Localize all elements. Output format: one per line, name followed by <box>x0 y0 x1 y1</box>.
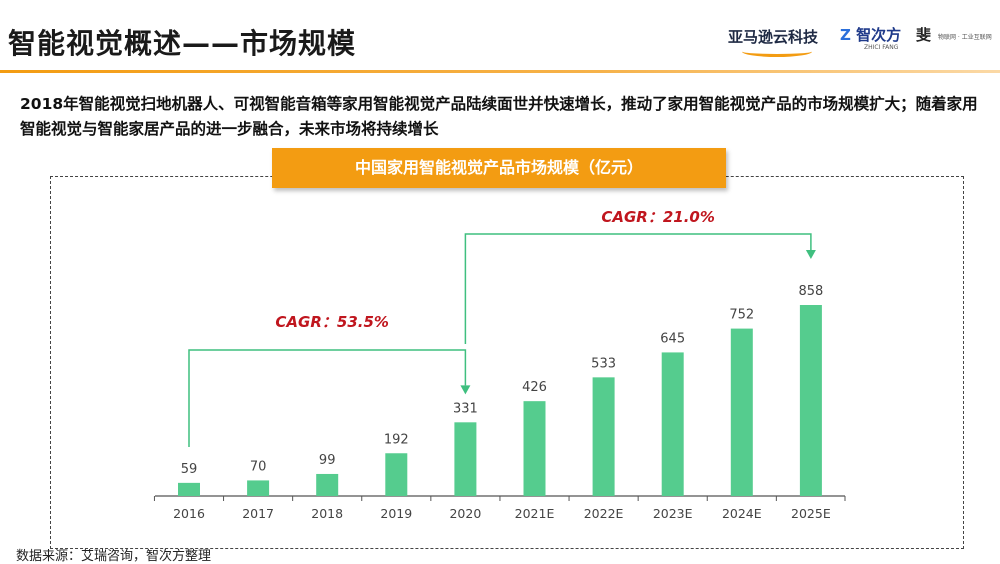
chart-title: 中国家用智能视觉产品市场规模（亿元） <box>272 148 726 188</box>
x-tick-label: 2020 <box>449 506 481 521</box>
cagr-arrow-2 <box>805 250 816 259</box>
x-tick-label: 2022E <box>584 506 624 521</box>
amazon-logo-text: 亚马逊云科技 <box>728 28 819 46</box>
data-label: 192 <box>384 432 409 447</box>
x-tick-label: 2025E <box>791 506 831 521</box>
data-label: 59 <box>181 462 198 477</box>
bar <box>247 480 270 496</box>
data-label: 533 <box>591 356 616 371</box>
x-tick-label: 2018 <box>311 506 343 521</box>
data-label: 331 <box>453 401 478 416</box>
x-tick-label: 2019 <box>380 506 412 521</box>
bar <box>178 482 200 496</box>
bar <box>454 422 477 496</box>
data-label: 70 <box>250 459 267 474</box>
bar <box>523 401 546 496</box>
partner-logo-subtext: 物联网 · 工业互联网 <box>938 34 992 41</box>
bar <box>385 453 408 496</box>
x-tick-label: 2023E <box>653 506 693 521</box>
cagr-label-1: CAGR：53.5% <box>275 313 389 331</box>
cagr-label-2: CAGR：21.0% <box>601 208 715 226</box>
x-tick-label: 2021E <box>515 506 555 521</box>
data-label: 645 <box>660 331 685 346</box>
page-title: 智能视觉概述——市场规模 <box>8 27 357 60</box>
x-tick-label: 2024E <box>722 506 762 521</box>
cagr-connector-2 <box>464 233 812 344</box>
x-tick-label: 2017 <box>242 506 274 521</box>
bar <box>316 473 339 496</box>
zhici-logo-mark-icon: Z <box>840 26 851 44</box>
cagr-connector-1 <box>188 349 467 447</box>
title-underline <box>0 70 1000 73</box>
data-label: 858 <box>798 284 823 299</box>
data-source: 数据来源：艾瑞咨询，智次方整理 <box>16 549 212 564</box>
zhici-logo-text: 智次方 <box>856 26 902 44</box>
bar <box>730 328 753 496</box>
bar <box>592 377 615 496</box>
zhici-logo-subtext: ZHICI FANG <box>864 44 899 51</box>
amazon-logo: 亚马逊云科技 <box>728 26 819 57</box>
description-text: 2018年智能视觉扫地机器人、可视智能音箱等家用智能视觉产品陆续面世并快速增长，… <box>20 95 978 138</box>
x-tick-label: 2016 <box>173 506 205 521</box>
data-label: 426 <box>522 380 547 395</box>
partner-logo: 斐 物联网 · 工业互联网 <box>916 24 992 45</box>
cagr-arrow-1 <box>460 385 471 395</box>
bar <box>799 305 822 496</box>
data-label: 99 <box>319 453 336 468</box>
data-label: 752 <box>729 308 754 323</box>
zhici-logo: Z 智次方 ZHICI FANG <box>840 24 902 51</box>
partner-logo-text: 斐 <box>916 26 932 44</box>
amazon-smile-icon <box>742 46 812 57</box>
bar <box>661 352 684 496</box>
